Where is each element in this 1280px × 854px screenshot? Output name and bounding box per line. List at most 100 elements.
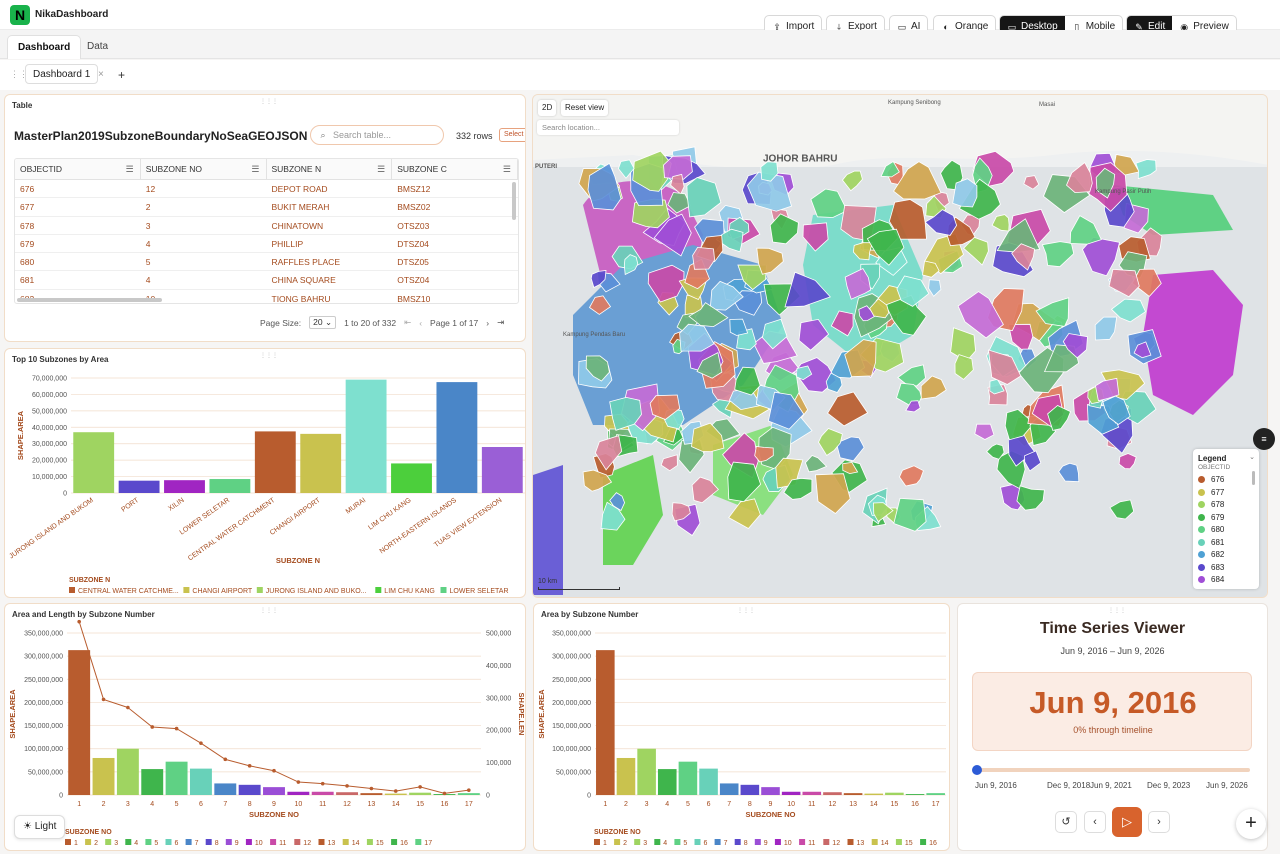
reset-button[interactable]: ↺ bbox=[1055, 811, 1077, 833]
legend-scrollbar[interactable] bbox=[1252, 471, 1255, 485]
play-button[interactable]: ▷ bbox=[1112, 807, 1142, 837]
legend-item[interactable]: 683 bbox=[1198, 563, 1224, 572]
x-tick-label: 5 bbox=[686, 801, 690, 808]
select-button[interactable]: Select bbox=[499, 128, 525, 142]
table-row[interactable]: 677 2 BUKIT MERAH BMSZ02 bbox=[15, 198, 518, 217]
table-cell: PHILLIP bbox=[271, 238, 304, 249]
column-header[interactable]: SUBZONE N ☰ bbox=[267, 159, 393, 179]
legend-swatch bbox=[1198, 551, 1205, 558]
mode-2d-button[interactable]: 2D bbox=[538, 100, 557, 116]
legend-item[interactable]: 684 bbox=[1198, 575, 1224, 584]
x-tick-label: CHANGI AIRPORT bbox=[269, 496, 323, 536]
page-size-select[interactable]: 20 ⌄ bbox=[309, 316, 337, 329]
map-region bbox=[1135, 159, 1157, 180]
layers-toggle-icon[interactable]: ≡ bbox=[1253, 428, 1275, 450]
column-header[interactable]: SUBZONE C ☰ bbox=[392, 159, 518, 179]
table-row[interactable]: 681 4 CHINA SQUARE OTSZ04 bbox=[15, 271, 518, 290]
grip-icon[interactable]: ⋮⋮⋮ bbox=[737, 608, 755, 614]
preview-button[interactable]: ◉ Preview bbox=[1172, 16, 1236, 37]
table-row[interactable]: 678 3 CHINATOWN OTSZ03 bbox=[15, 217, 518, 235]
legend-item[interactable]: 676 bbox=[1198, 475, 1224, 484]
light-theme-button[interactable]: ☀ Light bbox=[14, 815, 66, 839]
legend-swatch bbox=[594, 839, 600, 845]
filter-icon[interactable]: ☰ bbox=[377, 164, 386, 174]
x-tick-label: 15 bbox=[890, 801, 898, 808]
dashboard-tab[interactable]: Dashboard 1 bbox=[25, 64, 99, 84]
line-point bbox=[101, 697, 106, 702]
prev-page-icon[interactable]: ‹ bbox=[419, 317, 423, 328]
x-tick-label: 11 bbox=[319, 801, 326, 808]
map-panel[interactable]: Kampung Senibong Masai PUTERI JOHOR BAHRU Ka… bbox=[532, 94, 1268, 598]
reset-view-button[interactable]: Reset view bbox=[561, 100, 609, 116]
add-widget-button[interactable]: + bbox=[1236, 809, 1266, 839]
legend-item[interactable]: 681 bbox=[1198, 538, 1224, 547]
app-name: NikaDashboard bbox=[35, 9, 109, 20]
drag-handle-icon[interactable]: ⋮⋮ bbox=[10, 69, 28, 79]
horizontal-scrollbar[interactable] bbox=[17, 298, 162, 302]
map-region bbox=[974, 423, 995, 440]
x-tick-label: 8 bbox=[248, 801, 252, 808]
filter-icon[interactable]: ☰ bbox=[125, 164, 134, 174]
legend-label: 4 bbox=[134, 840, 138, 847]
slider-thumb[interactable] bbox=[972, 765, 982, 775]
next-page-icon[interactable]: › bbox=[486, 317, 490, 328]
table-row[interactable]: 680 5 RAFFLES PLACE DTSZ05 bbox=[15, 253, 518, 272]
legend-label: 11 bbox=[279, 840, 286, 847]
map-region bbox=[1062, 333, 1088, 359]
legend-label: 677 bbox=[1211, 487, 1225, 497]
line-point bbox=[126, 705, 130, 710]
filter-icon[interactable]: ☰ bbox=[502, 164, 511, 174]
preview-label: Preview bbox=[1193, 21, 1229, 32]
legend-swatch bbox=[105, 839, 112, 845]
legend-swatch bbox=[634, 839, 641, 845]
line-point bbox=[320, 781, 325, 786]
legend-item[interactable]: 680 bbox=[1198, 525, 1224, 534]
table-search-input[interactable]: ⌕ Search table... bbox=[310, 125, 444, 145]
area-panel: Area by Subzone Number ⋮⋮⋮ 0 50,000,000 10… bbox=[533, 603, 950, 851]
top-subzones-panel: Top 10 Subzones by Area ⋮⋮⋮ 0 10,000,000 2… bbox=[4, 348, 526, 598]
table-row[interactable]: 676 12 DEPOT ROAD BMSZ12 bbox=[15, 180, 518, 199]
first-page-icon[interactable]: ⇤ bbox=[404, 317, 412, 327]
line-point bbox=[296, 780, 301, 784]
table-cell: OTSZ04 bbox=[397, 275, 430, 286]
prev-button[interactable]: ‹ bbox=[1084, 811, 1106, 833]
timeline-slider[interactable] bbox=[972, 765, 1250, 775]
y-tick-label: 350,000,000 bbox=[24, 631, 63, 638]
map-region bbox=[825, 372, 843, 393]
last-page-icon[interactable]: ⇥ bbox=[497, 317, 505, 327]
line-point bbox=[199, 741, 203, 745]
grip-icon[interactable]: ⋮⋮⋮ bbox=[260, 353, 278, 359]
filter-icon[interactable]: ☰ bbox=[251, 164, 260, 174]
edit-label: Edit bbox=[1148, 21, 1166, 32]
legend-item[interactable]: 682 bbox=[1198, 550, 1224, 559]
legend-item[interactable]: 678 bbox=[1198, 500, 1224, 509]
tick-label: Jun 9, 2026 bbox=[1206, 781, 1248, 790]
grip-icon[interactable]: ⋮⋮⋮ bbox=[260, 608, 278, 614]
collapse-icon[interactable]: ⌄ bbox=[1249, 454, 1255, 461]
next-button[interactable]: › bbox=[1148, 811, 1170, 833]
vertical-scrollbar[interactable] bbox=[512, 182, 516, 220]
legend-swatch bbox=[754, 839, 761, 845]
legend-item[interactable]: 679 bbox=[1198, 513, 1224, 522]
bar bbox=[740, 784, 760, 795]
column-label: SUBZONE NO bbox=[145, 164, 202, 174]
tab-dashboard[interactable]: Dashboard bbox=[7, 35, 82, 59]
grip-icon[interactable]: ⋮⋮⋮ bbox=[260, 99, 278, 105]
page-size-label: Page Size: bbox=[260, 317, 302, 328]
location-search-input[interactable]: Search location... bbox=[537, 120, 679, 135]
column-header[interactable]: OBJECTID ☰ bbox=[15, 159, 141, 179]
add-tab-button[interactable]: + bbox=[118, 68, 126, 82]
map-region bbox=[924, 209, 958, 236]
tab-data[interactable]: Data bbox=[87, 41, 109, 52]
column-header[interactable]: SUBZONE NO ☰ bbox=[141, 159, 267, 179]
map-canvas[interactable]: Kampung Senibong Masai PUTERI JOHOR BAHRU Ka… bbox=[533, 95, 1268, 598]
legend-swatch bbox=[165, 839, 172, 845]
legend-item[interactable]: 677 bbox=[1198, 488, 1224, 497]
map-region bbox=[649, 394, 681, 420]
mobile-button[interactable]: ▯ Mobile bbox=[1065, 16, 1122, 37]
grip-icon[interactable]: ⋮⋮⋮ bbox=[1108, 608, 1126, 614]
table-row[interactable]: 679 4 PHILLIP DTSZ04 bbox=[15, 235, 518, 254]
close-tab-icon[interactable]: × bbox=[98, 69, 104, 80]
map-region bbox=[905, 400, 921, 413]
x-tick-label: 2 bbox=[624, 801, 628, 808]
